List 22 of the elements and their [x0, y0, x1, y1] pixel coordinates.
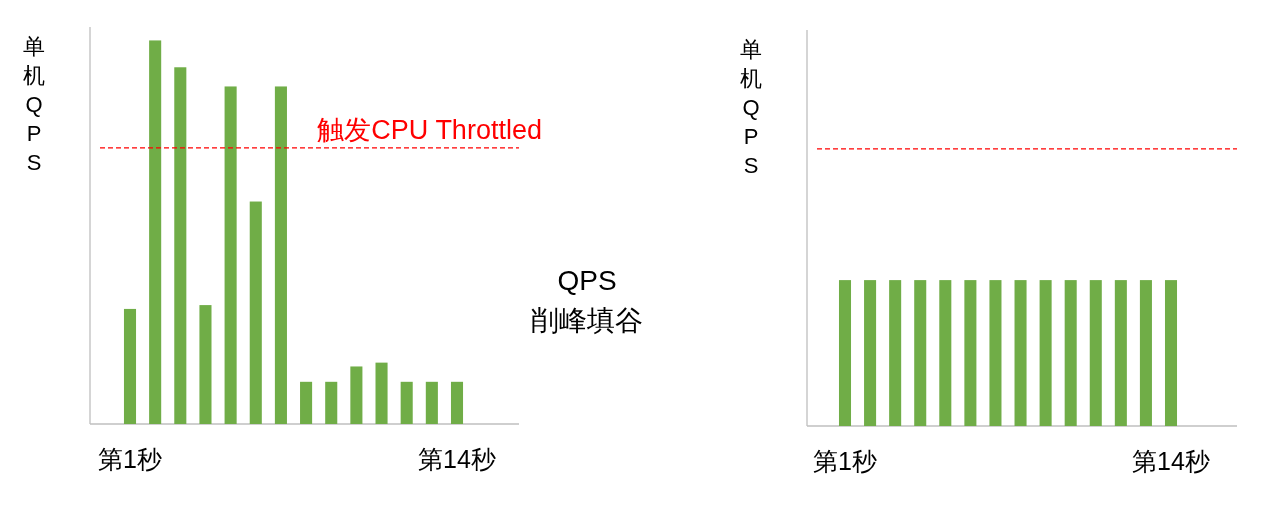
bar — [274, 86, 287, 424]
bar — [425, 381, 438, 424]
bar — [325, 381, 338, 424]
bar — [300, 381, 313, 424]
x-tick-label: 第14秒 — [1132, 447, 1210, 475]
bar — [174, 67, 187, 424]
x-tick-label: 第14秒 — [418, 445, 496, 473]
bar — [375, 362, 388, 424]
bar — [224, 86, 237, 424]
x-tick-label: 第1秒 — [98, 445, 162, 473]
bar — [149, 40, 162, 424]
text: QPS 削峰填谷 — [531, 265, 643, 336]
bar — [350, 366, 363, 424]
y-axis-title: 单机QPS — [740, 37, 762, 178]
bar — [450, 381, 464, 424]
bar — [123, 308, 137, 424]
bar — [199, 305, 212, 424]
ref-line-label: 触发CPU Throttled — [317, 114, 542, 145]
y-axis-title: 单机QPS — [23, 34, 45, 175]
x-tick-label: 第1秒 — [813, 447, 877, 475]
bar — [400, 381, 413, 424]
bar — [249, 201, 262, 424]
